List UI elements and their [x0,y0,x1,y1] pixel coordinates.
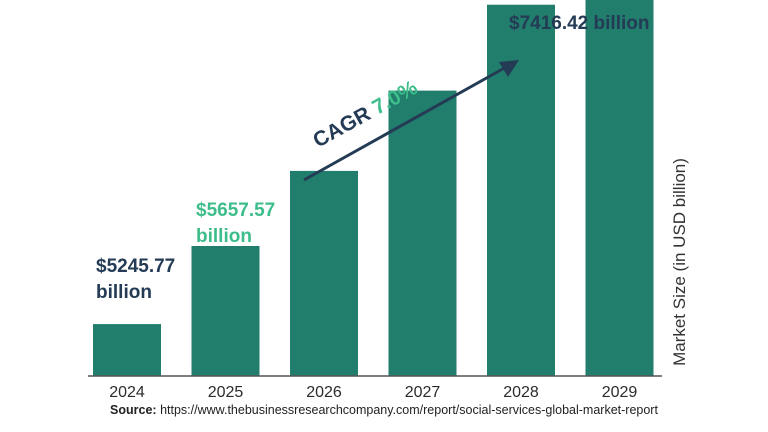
annotation-2029-label: $7416.42 billion [509,13,649,34]
y-axis-label: Market Size (in USD billion) [670,158,689,366]
annotation-2024-line1: $5245.77 [96,256,175,277]
annotation-2024-line2: billion [96,282,152,303]
cagr-arrow-shaft [303,64,509,182]
x-tick-2026: 2026 [306,384,342,400]
source-label: Source: [110,403,157,417]
x-tick-labels: 2024 2025 2026 2027 2028 2029 [109,384,637,400]
source-footnote: Source: https://www.thebusinessresearchc… [0,403,768,417]
cagr-arrow-head [499,60,519,77]
source-url: https://www.thebusinessresearchcompany.c… [160,403,658,417]
x-tick-2027: 2027 [405,384,441,400]
x-tick-2025: 2025 [208,384,244,400]
annotation-2025-line2: billion [196,226,252,247]
bar-2024 [93,324,161,376]
annotation-2025-line1: $5657.57 [196,200,275,221]
bar-2027 [388,90,457,376]
x-tick-2024: 2024 [109,384,145,400]
bar-2025 [191,246,260,376]
market-size-bar-chart: 2024 2025 2026 2027 2028 2029 $5245.77 billio… [88,0,689,400]
bar-2026 [290,170,358,376]
bars-group [93,0,654,376]
bar-2028 [487,4,555,376]
x-tick-2029: 2029 [602,384,638,400]
bar-2029 [585,0,654,376]
x-tick-2028: 2028 [503,384,539,400]
